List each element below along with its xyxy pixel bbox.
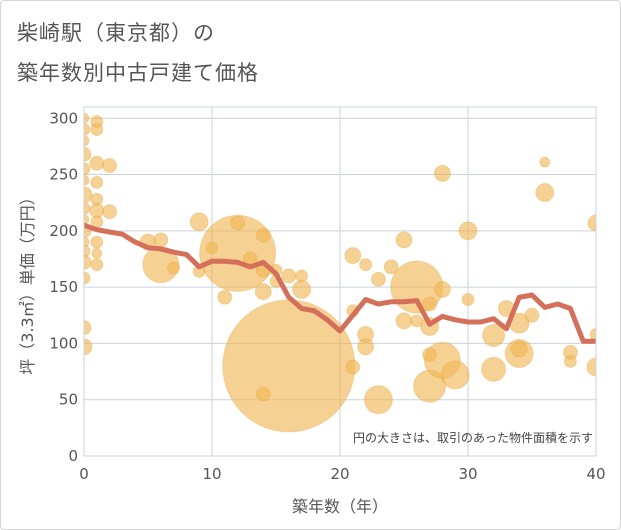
bubble-point	[84, 338, 93, 356]
x-tick-label: 10	[202, 465, 221, 483]
bubble-point	[481, 356, 507, 382]
x-axis-ticks: 0 10 20 30 40	[79, 465, 605, 483]
bubble-point	[217, 289, 233, 305]
bubble-point	[440, 360, 470, 390]
bubble-point	[524, 307, 540, 323]
average-price-line	[84, 222, 596, 344]
bubble-point	[167, 261, 181, 275]
bubble-point	[587, 214, 596, 232]
chart-title-line-2: 築年数別中古戸建て価格	[17, 61, 259, 85]
bubble-size-note: 円の大きさは、取引のあった物件面積を示す	[353, 430, 593, 445]
bubble-point	[359, 258, 373, 272]
bubble-point	[395, 231, 413, 249]
bubble-point	[363, 385, 393, 415]
y-tick-label: 50	[59, 391, 78, 409]
bubble-point	[84, 214, 90, 226]
y-tick-label: 250	[49, 166, 78, 184]
bubble-point	[91, 247, 103, 259]
bubble-point	[84, 146, 92, 162]
bubble-point	[539, 156, 551, 168]
bubble-point	[370, 271, 386, 287]
bubble-point	[589, 327, 596, 341]
bubble-point	[254, 283, 272, 301]
chart-title-line-1: 柴崎駅（東京都）の	[17, 21, 215, 45]
bubble-point	[153, 232, 169, 248]
bubble-point	[422, 296, 438, 312]
bubble-point	[102, 204, 118, 220]
y-axis-label: 坪（3.3㎡）単価（万円）	[18, 189, 37, 374]
bubble-point	[383, 259, 399, 275]
bubble-point	[586, 357, 596, 377]
bubble-point	[230, 215, 246, 231]
x-tick-label: 20	[330, 465, 349, 483]
bubble-point	[395, 312, 413, 330]
x-tick-label: 30	[458, 465, 477, 483]
bubble-point	[102, 158, 118, 174]
bubble-point	[510, 340, 528, 358]
plot-border	[83, 106, 597, 457]
bubble-point	[535, 183, 555, 203]
y-axis-ticks: 0 50 100 150 200 250 300	[49, 109, 78, 465]
bubble-point	[292, 279, 312, 299]
bubble-point	[433, 280, 451, 298]
x-tick-label: 40	[586, 465, 605, 483]
bubble-point	[345, 359, 361, 375]
bubble-point	[90, 175, 104, 189]
bubble-point	[563, 354, 577, 368]
bubble-point	[84, 254, 92, 270]
y-tick-label: 100	[49, 334, 78, 352]
x-axis-label: 築年数（年）	[292, 497, 388, 516]
bubble-point	[344, 247, 362, 265]
bubble-point	[84, 135, 90, 147]
bubble-point	[482, 324, 506, 348]
bubble-point	[90, 123, 104, 137]
y-tick-label: 200	[49, 222, 78, 240]
bubble-point	[433, 164, 451, 182]
bubble-point	[84, 123, 91, 137]
bubble-point	[84, 174, 90, 186]
y-tick-label: 150	[49, 278, 78, 296]
bubble-point	[295, 269, 309, 283]
bubble-point	[222, 299, 356, 433]
x-tick-label: 0	[79, 465, 89, 483]
bubble-point	[84, 186, 93, 204]
bubble-point	[90, 258, 104, 272]
bubble-point	[84, 112, 90, 124]
bubble-point	[189, 212, 209, 232]
y-tick-label: 300	[49, 109, 78, 127]
bubble-point	[84, 320, 92, 336]
bubble-point	[281, 268, 297, 284]
bubble-point	[84, 244, 91, 258]
bubble-point	[89, 155, 105, 171]
bubble-point	[84, 162, 91, 176]
bubble-point	[90, 235, 104, 249]
bubble-point	[458, 221, 478, 241]
bubble-point	[84, 271, 91, 285]
bubble-point	[84, 201, 91, 215]
bubble-point	[357, 338, 375, 356]
bubble-point	[255, 227, 271, 243]
bubble-point	[84, 236, 90, 248]
y-tick-label: 0	[68, 447, 78, 465]
bubble-point	[461, 293, 475, 307]
